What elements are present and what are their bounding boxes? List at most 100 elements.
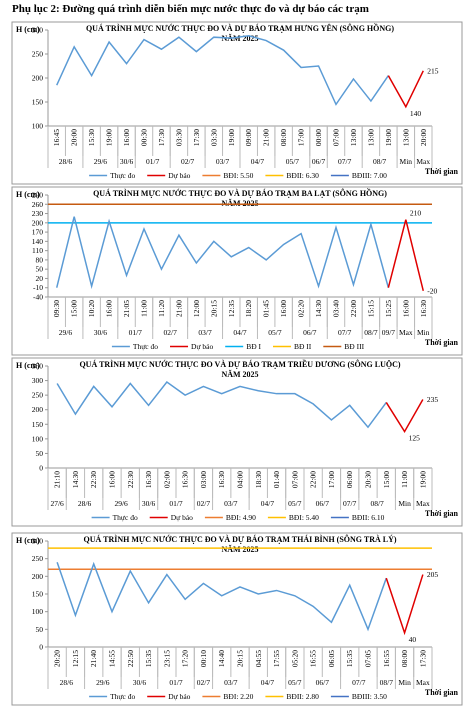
x-tick-label: 20:00 bbox=[70, 129, 79, 146]
data-label: 140 bbox=[410, 109, 422, 118]
legend-label: Dự báo bbox=[168, 692, 190, 701]
group-label: 04/7 bbox=[261, 499, 275, 508]
data-label: -20 bbox=[427, 286, 437, 295]
chart-subtitle: NĂM 2025 bbox=[221, 33, 258, 43]
group-label: 29/6 bbox=[94, 157, 108, 166]
x-tick-label: 17:30 bbox=[192, 129, 201, 146]
x-tick-label: 22:50 bbox=[126, 650, 135, 667]
panel bbox=[11, 186, 463, 356]
data-label: 125 bbox=[409, 434, 421, 443]
group-label: 03/7 bbox=[198, 328, 212, 337]
x-tick-label: 11:00 bbox=[400, 471, 409, 488]
group-label: 05/7 bbox=[286, 157, 300, 166]
chart-title: QUÁ TRÌNH MỰC NƯỚC THỰC ĐO VÀ DỰ BÁO TRẠ… bbox=[79, 359, 400, 369]
x-tick-label: 03:40 bbox=[332, 300, 341, 317]
x-tick-label: 16:30 bbox=[419, 300, 428, 317]
legend-label: BĐI: 4.90 bbox=[226, 513, 256, 522]
chart-subtitle: NĂM 2025 bbox=[221, 369, 258, 379]
y-tick-label: 230 bbox=[32, 209, 44, 218]
group-label: 07/7 bbox=[343, 499, 357, 508]
group-label: Max bbox=[416, 678, 430, 687]
x-tick-label: 04:55 bbox=[254, 650, 263, 667]
panel bbox=[11, 21, 463, 185]
group-label: 01/7 bbox=[169, 678, 183, 687]
x-tick-label: 21:00 bbox=[174, 300, 183, 317]
x-tick-label: 15:00 bbox=[70, 300, 79, 317]
group-label: 04/7 bbox=[261, 678, 275, 687]
x-tick-label: 18:30 bbox=[254, 471, 263, 488]
y-tick-label: 200 bbox=[32, 572, 44, 581]
group-label: 29/6 bbox=[114, 499, 128, 508]
x-tick-label: 15:00 bbox=[382, 471, 391, 488]
x-axis-label: Thời gian bbox=[425, 688, 459, 697]
x-tick-label: 21:05 bbox=[122, 300, 131, 317]
y-tick-label: 260 bbox=[32, 200, 44, 209]
data-label: 215 bbox=[427, 66, 439, 75]
legend: Thực đo Dự báo BĐI: 5.50 BĐII: 6.30 BĐIII: 7… bbox=[89, 171, 387, 180]
x-tick-label: 07:05 bbox=[364, 650, 373, 667]
group-label: 27/6 bbox=[50, 499, 64, 508]
y-axis-label: H (cm) bbox=[16, 25, 40, 34]
y-tick-label: 50 bbox=[36, 625, 44, 634]
x-tick-label: 00:30 bbox=[140, 129, 149, 146]
x-tick-label: 16:30 bbox=[217, 471, 226, 488]
legend-label: BĐIII: 3.50 bbox=[352, 692, 387, 701]
x-tick-label: 00:00 bbox=[314, 129, 323, 146]
legend-label: Thực đo bbox=[110, 692, 135, 701]
x-axis-label: Thời gian bbox=[425, 167, 459, 176]
x-tick-label: 16:00 bbox=[279, 300, 288, 317]
legend-label: BĐII: 6.10 bbox=[352, 513, 385, 522]
x-tick-label: 17:30 bbox=[157, 129, 166, 146]
x-tick-label: 16:30 bbox=[144, 471, 153, 488]
x-tick-label: 16:45 bbox=[52, 129, 61, 146]
group-label: 04/7 bbox=[251, 157, 265, 166]
y-tick-label: 0 bbox=[39, 464, 43, 473]
x-tick-label: 03:00 bbox=[199, 471, 208, 488]
x-tick-label: 16:00 bbox=[401, 300, 410, 317]
y-tick-label: 50 bbox=[36, 265, 44, 274]
y-tick-label: 250 bbox=[32, 50, 44, 59]
legend-label: Dự báo bbox=[191, 342, 213, 351]
x-tick-label: 20:20 bbox=[53, 650, 62, 667]
series-line bbox=[56, 381, 387, 429]
x-tick-label: 17:55 bbox=[272, 650, 281, 667]
group-label: 06/7 bbox=[303, 328, 317, 337]
y-tick-label: -40 bbox=[33, 293, 43, 302]
x-tick-label: 03:30 bbox=[174, 129, 183, 146]
group-label: 30/6 bbox=[142, 499, 156, 508]
legend-label: BĐII: 6.30 bbox=[286, 171, 319, 180]
x-tick-label: 13:00 bbox=[366, 129, 375, 146]
group-label: 02/7 bbox=[164, 328, 178, 337]
y-tick-label: 200 bbox=[32, 74, 44, 83]
x-tick-label: 15:25 bbox=[384, 300, 393, 317]
x-tick-label: 11:20 bbox=[157, 300, 166, 317]
x-axis-label: Thời gian bbox=[425, 338, 459, 347]
data-label: 205 bbox=[427, 570, 439, 579]
x-tick-label: 05:20 bbox=[290, 650, 299, 667]
x-tick-label: 21:00 bbox=[262, 129, 271, 146]
legend-label: BĐI: 5.50 bbox=[223, 171, 253, 180]
group-label: 05/7 bbox=[288, 678, 302, 687]
x-tick-label: 21:10 bbox=[53, 471, 62, 488]
legend-label: BĐ II bbox=[294, 342, 312, 351]
x-tick-label: 06:00 bbox=[345, 471, 354, 488]
legend-label: BĐ III bbox=[344, 342, 364, 351]
x-axis-label: Thời gian bbox=[425, 509, 459, 518]
group-label: 28/6 bbox=[78, 499, 92, 508]
x-tick-label: 17:20 bbox=[181, 650, 190, 667]
x-tick-label: 01:40 bbox=[272, 471, 281, 488]
y-tick-label: 200 bbox=[32, 218, 44, 227]
x-tick-label: 07:00 bbox=[290, 471, 299, 488]
x-tick-label: 19:00 bbox=[418, 471, 427, 488]
y-tick-label: 170 bbox=[32, 228, 44, 237]
group-label: 28/6 bbox=[60, 678, 74, 687]
legend: Thực đo Dự báo BĐI: 4.90 BĐI: 5.40 BĐII: 6.1… bbox=[91, 513, 385, 522]
x-tick-label: 14:55 bbox=[108, 650, 117, 667]
group-label: 02/7 bbox=[181, 157, 195, 166]
x-tick-label: 22:30 bbox=[126, 471, 135, 488]
x-tick-label: 10:20 bbox=[87, 300, 96, 317]
y-tick-label: 350 bbox=[32, 362, 44, 371]
group-label: 06/7 bbox=[316, 678, 330, 687]
x-tick-label: 02:00 bbox=[162, 471, 171, 488]
